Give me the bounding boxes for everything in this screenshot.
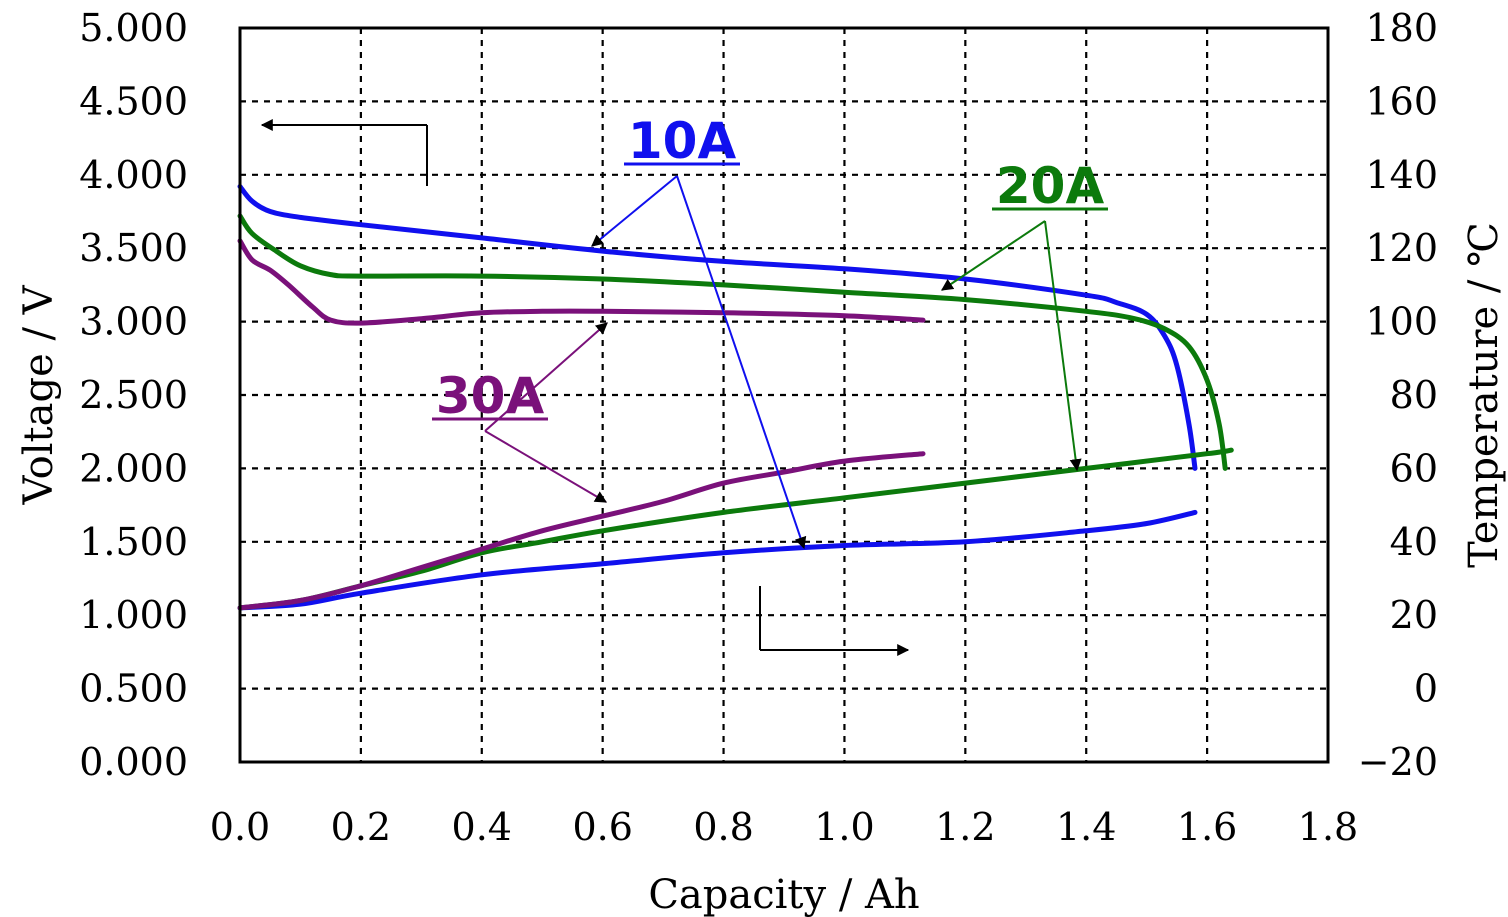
series-label-pointer: [484, 430, 608, 503]
y-right-tick-labels: −20 0 20 40 60 80 100 120 140 160 180: [1358, 6, 1438, 784]
y-right-tick-label: 120: [1365, 226, 1438, 270]
x-tick-label: 0.0: [210, 805, 270, 849]
series-label-30a: 30A: [436, 367, 545, 425]
y-left-tick-label: 1.500: [79, 520, 188, 564]
plot-frame: [238, 26, 1330, 764]
x-tick-label: 0.4: [452, 805, 512, 849]
x-axis-title: Capacity / Ah: [648, 872, 919, 917]
y-left-axis-title: Voltage / V: [16, 284, 62, 505]
x-tick-label: 1.8: [1298, 805, 1358, 849]
series-label-pointer: [484, 322, 608, 432]
x-tick-label: 1.0: [814, 805, 874, 849]
series-group: [237, 184, 1234, 611]
series-line-10a-temperature: [237, 509, 1198, 611]
y-left-tick-labels: 0.000 0.500 1.000 1.500 2.000 2.500 3.000 3.500…: [79, 6, 188, 784]
y-right-tick-label: 180: [1365, 6, 1438, 50]
y-left-tick-label: 4.500: [79, 79, 188, 123]
y-left-tick-label: 3.000: [79, 300, 188, 344]
series-label-20a: 20A: [996, 157, 1105, 215]
series-label-10a: 10A: [628, 112, 737, 170]
series-line-10a-voltage: [237, 184, 1198, 471]
y-left-tick-label: 2.500: [79, 373, 188, 417]
y-left-tick-label: 1.000: [79, 593, 188, 637]
y-left-tick-label: 0.500: [79, 667, 188, 711]
x-tick-label: 1.2: [935, 805, 995, 849]
series-label-pointer: [676, 175, 807, 550]
grid-lines: [240, 28, 1328, 762]
y-left-tick-label: 4.000: [79, 153, 188, 197]
series-label-pointer: [1044, 220, 1082, 472]
x-tick-labels: 0.0 0.2 0.4 0.6 0.8 1.0 1.2 1.4 1.6 1.8: [210, 805, 1358, 849]
x-tick-label: 1.6: [1177, 805, 1237, 849]
y-right-tick-label: −20: [1358, 740, 1438, 784]
y-right-tick-label: 0: [1414, 667, 1438, 711]
y-right-tick-label: 140: [1365, 153, 1438, 197]
y-right-axis-title: Temperature / ℃: [1461, 222, 1507, 568]
y-right-tick-label: 20: [1390, 593, 1438, 637]
x-tick-label: 0.8: [693, 805, 753, 849]
y-left-tick-label: 0.000: [79, 740, 188, 784]
y-left-tick-label: 5.000: [79, 6, 188, 50]
series-label-pointer: [591, 175, 678, 247]
y-right-tick-label: 80: [1390, 373, 1438, 417]
x-tick-label: 0.2: [331, 805, 391, 849]
y-right-tick-label: 160: [1365, 79, 1438, 123]
series-label-pointer: [941, 220, 1046, 291]
y-left-tick-label: 3.500: [79, 226, 188, 270]
series-line-30a-temperature: [237, 451, 926, 611]
x-tick-label: 0.6: [572, 805, 632, 849]
series-line-20a-voltage: [237, 213, 1228, 471]
series-annotations: 10A 20A 30A: [432, 112, 1108, 550]
y-right-tick-label: 100: [1365, 300, 1438, 344]
callouts: [260, 119, 910, 656]
series-line-30a-voltage: [237, 238, 926, 326]
y-left-tick-label: 2.000: [79, 446, 188, 490]
y-right-tick-label: 40: [1390, 520, 1438, 564]
y-right-tick-label: 60: [1390, 446, 1438, 490]
x-tick-label: 1.4: [1056, 805, 1116, 849]
